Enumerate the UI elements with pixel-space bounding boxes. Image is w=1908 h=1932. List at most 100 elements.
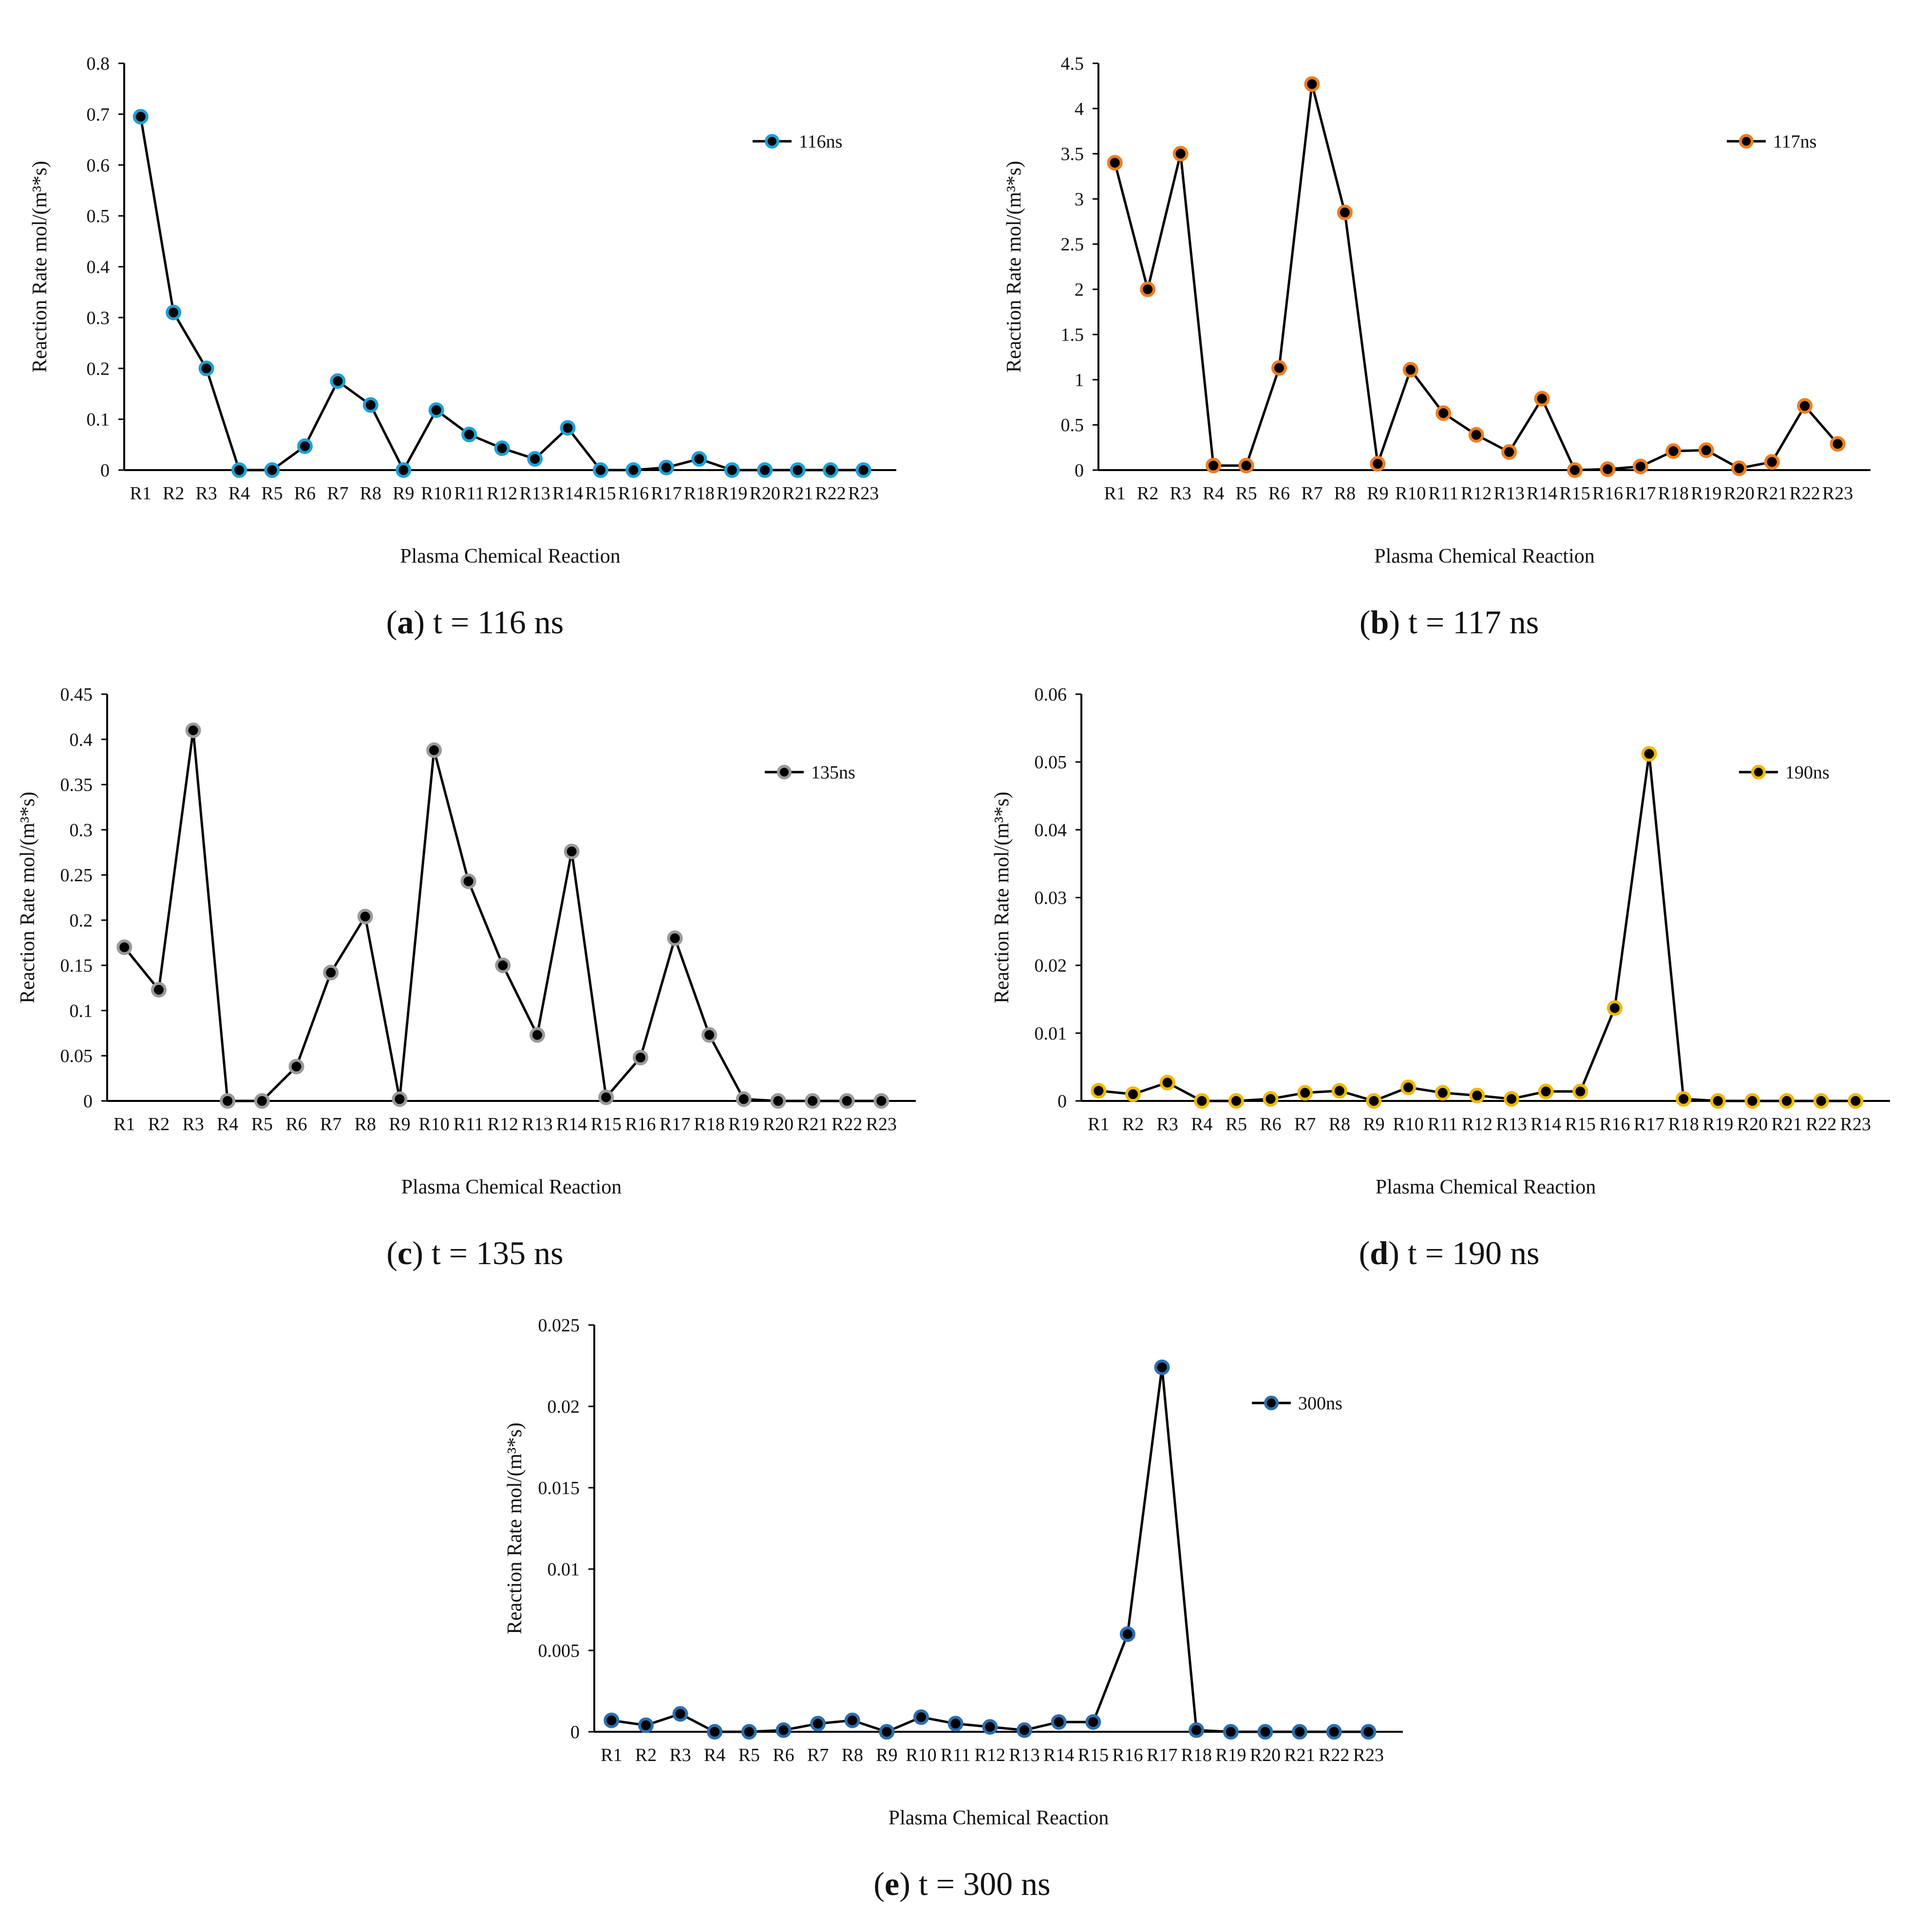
caption-text: ) t = 117 ns	[1389, 604, 1539, 641]
y-tick-label: 0.45	[60, 684, 93, 705]
data-point	[1337, 205, 1353, 221]
data-point	[757, 462, 773, 478]
data-point	[805, 1093, 821, 1109]
x-tick-label: R8	[360, 483, 381, 504]
x-tick-label: R16	[625, 1114, 656, 1135]
data-point	[185, 722, 201, 739]
x-tick-label: R3	[669, 1745, 691, 1765]
data-point	[1238, 457, 1254, 474]
x-tick-label: R17	[651, 483, 681, 504]
data-point	[1813, 1093, 1829, 1109]
data-point	[667, 930, 683, 946]
x-tick-label: R16	[1592, 483, 1623, 504]
data-point	[1676, 1091, 1692, 1107]
data-point	[839, 1093, 855, 1109]
data-point	[220, 1093, 236, 1109]
x-tick-label: R13	[1496, 1114, 1527, 1135]
data-point	[1567, 462, 1583, 478]
x-tick-label: R20	[1724, 483, 1755, 504]
y-tick-label: 0	[1075, 460, 1084, 481]
x-tick-label: R3	[195, 483, 217, 504]
x-tick-label: R20	[750, 483, 780, 504]
data-point	[1292, 1724, 1308, 1740]
data-point	[658, 459, 674, 475]
x-tick-label: R7	[807, 1745, 829, 1765]
x-tick-label: R1	[1088, 1114, 1109, 1135]
data-point	[1016, 1722, 1032, 1738]
x-tick-label: R21	[782, 483, 813, 504]
caption-text: ) t = 135 ns	[412, 1234, 563, 1271]
x-tick-label: R6	[1260, 1114, 1281, 1135]
data-point	[947, 1716, 963, 1732]
y-tick-label: 2	[1075, 280, 1084, 300]
data-point	[560, 420, 576, 436]
x-tick-label: R1	[113, 1114, 135, 1135]
x-tick-label: R12	[487, 483, 517, 504]
data-point	[264, 462, 280, 478]
data-point	[1698, 442, 1714, 458]
x-tick-label: R19	[717, 483, 747, 504]
data-point	[1125, 1086, 1141, 1102]
data-point	[844, 1712, 860, 1728]
data-point	[672, 1706, 688, 1722]
data-point	[1206, 457, 1222, 474]
y-tick-label: 0.25	[60, 865, 93, 886]
data-point	[736, 1091, 752, 1107]
y-axis-title: Reaction Rate mol/(m³*s)	[29, 161, 51, 373]
y-tick-label: 0	[100, 460, 110, 481]
x-tick-label: R22	[1789, 483, 1820, 504]
y-tick-label: 0.01	[1035, 1023, 1067, 1044]
x-tick-label: R7	[320, 1114, 341, 1135]
caption-letter: c	[397, 1234, 412, 1271]
x-tick-label: R16	[618, 483, 649, 504]
x-tick-label: R3	[182, 1114, 204, 1135]
caption-paren-open: (	[1360, 604, 1371, 641]
y-tick-label: 0.06	[1035, 684, 1067, 705]
data-point	[428, 402, 444, 418]
caption-text: ) t = 300 ns	[899, 1865, 1050, 1902]
x-tick-label: R10	[906, 1745, 936, 1765]
x-tick-label: R20	[1737, 1114, 1768, 1135]
data-point	[741, 1724, 757, 1740]
x-tick-label: R6	[1268, 483, 1290, 504]
y-tick-label: 0.04	[1035, 820, 1067, 840]
x-tick-label: R16	[1599, 1114, 1630, 1135]
data-point	[297, 438, 313, 454]
series-line	[611, 1366, 1369, 1733]
x-tick-label: R22	[1806, 1114, 1836, 1135]
x-tick-label: R18	[1668, 1114, 1699, 1135]
data-point	[873, 1093, 889, 1109]
y-axis-title: Reaction Rate mol/(m³*s)	[991, 792, 1013, 1004]
x-tick-label: R7	[1301, 483, 1322, 504]
x-tick-label: R14	[556, 1114, 587, 1135]
x-tick-label: R23	[1840, 1114, 1871, 1135]
data-point	[460, 873, 476, 890]
panel-caption: (a) t = 116 ns	[386, 604, 564, 641]
legend-marker	[1739, 134, 1754, 149]
data-point	[166, 304, 182, 321]
y-tick-label: 0.015	[538, 1478, 580, 1498]
data-point	[598, 1089, 614, 1105]
x-tick-label: R21	[1771, 1114, 1802, 1135]
x-tick-label: R18	[1658, 483, 1689, 504]
y-tick-label: 0	[1058, 1091, 1067, 1112]
x-tick-label: R15	[585, 483, 616, 504]
legend-marker	[1264, 1396, 1279, 1410]
x-tick-label: R13	[1009, 1745, 1039, 1765]
x-tick-label: R20	[1250, 1745, 1281, 1765]
x-tick-label: R5	[1235, 483, 1257, 504]
x-tick-label: R2	[1122, 1114, 1144, 1135]
data-point	[1503, 1091, 1519, 1107]
data-point	[1189, 1722, 1205, 1738]
x-tick-label: R19	[1215, 1745, 1246, 1765]
data-point	[1538, 1083, 1554, 1099]
caption-paren-open: (	[386, 604, 397, 641]
chart-panel-e: 0 0.005 0.01 0.015 0.02 0.025 R1 R2 R3 R4 R5 R6 R7 R8…	[504, 1315, 1403, 1902]
legend-label: 135ns	[811, 762, 855, 783]
x-tick-label: R5	[261, 483, 283, 504]
data-point	[151, 982, 167, 998]
x-axis-title: Plasma Chemical Reaction	[1376, 1176, 1596, 1198]
y-tick-label: 0.35	[60, 775, 93, 796]
data-point	[198, 360, 214, 377]
x-tick-label: R5	[1226, 1114, 1247, 1135]
